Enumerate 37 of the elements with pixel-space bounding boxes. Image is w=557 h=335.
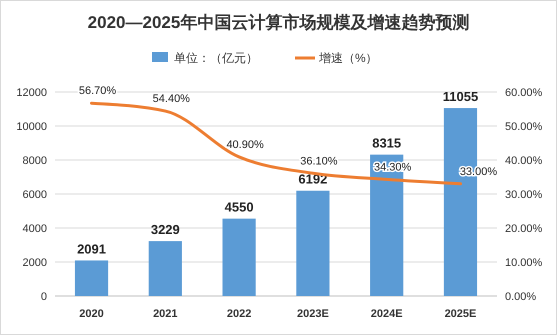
bar <box>74 260 108 296</box>
y2-tick-label: 40.00% <box>505 155 543 167</box>
y2-tick-label: 30.00% <box>505 189 543 201</box>
y2-tick-label: 20.00% <box>505 223 543 235</box>
legend-label: 增速（%） <box>318 51 378 65</box>
bar <box>148 241 182 296</box>
data-label: 8315 <box>372 136 402 151</box>
y-tick-label: 2000 <box>22 257 47 269</box>
data-label: 11055 <box>442 89 478 104</box>
y-tick-label: 8000 <box>22 155 47 167</box>
data-label: 4550 <box>224 200 254 215</box>
y-tick-label: 12000 <box>16 87 47 99</box>
data-label: 40.90% <box>226 138 264 151</box>
y-tick-label: 0 <box>40 291 47 303</box>
line-series <box>90 102 462 186</box>
y2-tick-label: 10.00% <box>505 257 543 269</box>
y-tick-label: 6000 <box>22 189 47 201</box>
x-tick-label: 2024E <box>370 308 403 320</box>
x-tick-label: 2022 <box>226 308 252 320</box>
x-tick-label: 2021 <box>153 308 178 320</box>
data-label: 3229 <box>150 222 180 238</box>
x-tick-label: 2025E <box>444 308 476 320</box>
bar <box>296 190 330 296</box>
x-tick-label: 2023E <box>296 308 329 320</box>
legend-label: 单位：（亿元） <box>174 51 258 65</box>
y-tick-label: 4000 <box>22 223 47 235</box>
data-label: 56.70% <box>78 85 116 98</box>
chart-title: 2020—2025年中国云计算市场规模及增速趋势预测 <box>88 13 470 32</box>
data-label: 54.40% <box>152 93 190 106</box>
y2-tick-label: 50.00% <box>505 121 543 133</box>
data-label: 36.10% <box>300 155 338 168</box>
y2-tick-label: 0.00% <box>505 291 536 303</box>
y2-tick-label: 60.00% <box>505 87 543 99</box>
x-tick-label: 2020 <box>79 308 104 320</box>
y-tick-label: 10000 <box>16 121 47 133</box>
data-label: 2091 <box>77 241 106 256</box>
bar <box>222 218 256 296</box>
